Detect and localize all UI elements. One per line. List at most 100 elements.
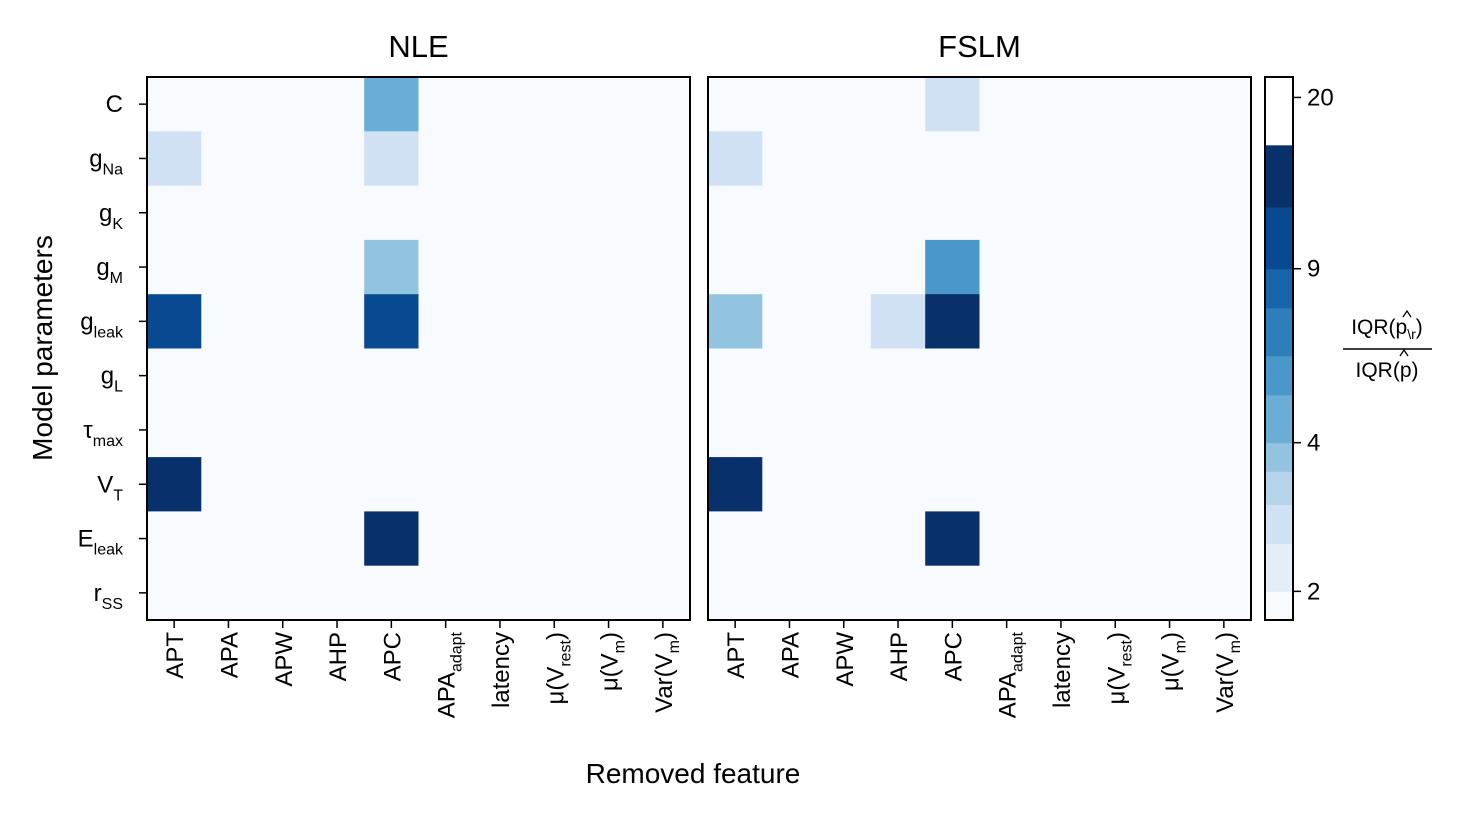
- heatmap-cell: [762, 511, 818, 567]
- x-tick-label: APC: [379, 632, 406, 681]
- heatmap-cell: [1142, 402, 1198, 458]
- heatmap-cell: [870, 348, 926, 404]
- heatmap-cell: [364, 131, 420, 187]
- heatmap-cell: [472, 239, 528, 295]
- heatmap-cell: [635, 348, 691, 404]
- heatmap-cell: [925, 294, 981, 350]
- x-tick-label: Var(Vm): [651, 632, 683, 713]
- heatmap-cell: [527, 294, 582, 350]
- colorbar-segment: [1265, 442, 1293, 472]
- heatmap-cell: [201, 294, 257, 350]
- heatmap-cell: [979, 565, 1035, 621]
- heatmap-cell: [762, 294, 818, 350]
- heatmap-cell: [201, 131, 257, 187]
- heatmap-cell: [979, 185, 1035, 241]
- heatmap-cell: [1196, 402, 1252, 458]
- heatmap-cell: [1033, 239, 1089, 295]
- heatmap-cell: [1142, 131, 1198, 187]
- panels-layer: NLE APT APA APW AHP APC APAadapt latency μ(Vrest…: [78, 29, 1252, 718]
- heatmap-cell: [870, 239, 926, 295]
- heatmap-cell: [1142, 457, 1198, 512]
- heatmap-cell: [581, 457, 637, 512]
- heatmap-cell: [472, 294, 528, 350]
- heatmap-cell: [364, 294, 420, 350]
- heatmap-cell: [816, 77, 872, 132]
- heatmap-cell: [147, 131, 202, 187]
- heatmap-cell: [309, 77, 365, 132]
- colorbar-label-numerator: IQR(p\r): [1351, 316, 1423, 342]
- heatmap-cell: [147, 239, 202, 295]
- heatmap-cell: [762, 239, 818, 295]
- heatmap-cell: [1196, 348, 1252, 404]
- heatmap-cell: [635, 239, 691, 295]
- heatmap-cell: [708, 185, 763, 241]
- heatmap-cell: [581, 239, 637, 295]
- heatmap-cell: [762, 457, 818, 512]
- y-axis-label: Model parameters: [27, 235, 58, 461]
- heatmap-cell: [472, 402, 528, 458]
- heatmap-cell: [1033, 457, 1089, 512]
- heatmap-cell: [708, 239, 763, 295]
- heatmap-cell: [925, 131, 981, 187]
- heatmap-cell: [472, 565, 528, 621]
- y-tick-label: τmax: [83, 417, 123, 450]
- heatmap-cell: [1196, 131, 1252, 187]
- heatmap-cell: [635, 131, 691, 187]
- heatmap-cell: [418, 131, 474, 187]
- heatmap-cell: [364, 348, 420, 404]
- heatmap-cell: [201, 457, 257, 512]
- heatmap-cell: [147, 511, 202, 567]
- heatmap-cell: [1142, 239, 1198, 295]
- heatmap-cell: [870, 565, 926, 621]
- heatmap-cell: [201, 348, 257, 404]
- heatmap-cell: [418, 239, 474, 295]
- y-tick-label: Eleak: [78, 526, 124, 559]
- y-tick-label: gNa: [89, 145, 123, 178]
- heatmap-cell: [472, 131, 528, 187]
- x-tick-label: APAadapt: [434, 631, 466, 718]
- heatmap-cell: [925, 239, 981, 295]
- heatmap-cell: [147, 294, 202, 350]
- heatmap-cell: [925, 457, 981, 512]
- heatmap-cell: [581, 131, 637, 187]
- y-tick-label: gK: [99, 200, 123, 233]
- heatmap-cell: [1196, 511, 1252, 567]
- colorbar: 2 4 9 20 IQR(p\r) IQR(p): [1264, 76, 1432, 621]
- heatmap-cell: [925, 185, 981, 241]
- x-tick-label: APA: [216, 632, 243, 678]
- heatmap-cell: [979, 402, 1035, 458]
- heatmap-cell: [925, 402, 981, 458]
- heatmap-cell: [1033, 348, 1089, 404]
- heatmap-cell: [472, 185, 528, 241]
- heatmap-cell: [870, 511, 926, 567]
- colorbar-segment: [1265, 471, 1293, 505]
- heatmap-cell: [255, 457, 311, 512]
- heatmap-cell: [581, 402, 637, 458]
- heatmap-cell: [1088, 348, 1143, 404]
- heatmap-cell: [870, 294, 926, 350]
- x-tick-label: μ(Vm): [1158, 632, 1190, 691]
- heatmap-cell: [255, 294, 311, 350]
- heatmap-cell: [1142, 511, 1198, 567]
- heatmap-cell: [309, 565, 365, 621]
- heatmap-cell: [708, 511, 763, 567]
- heatmap-cell: [762, 565, 818, 621]
- heatmap-cell: [255, 511, 311, 567]
- heatmap-cell: [309, 402, 365, 458]
- heatmap-cell: [309, 511, 365, 567]
- heatmap-cell: [1088, 185, 1143, 241]
- heatmap-cell: [147, 457, 202, 512]
- heatmap-cell: [979, 131, 1035, 187]
- heatmap-cell: [1088, 77, 1143, 132]
- heatmap-cell: [635, 511, 691, 567]
- heatmap-cell: [418, 185, 474, 241]
- heatmap-cell: [201, 402, 257, 458]
- colorbar-tick-label: 20: [1307, 84, 1334, 111]
- heatmap-cell: [147, 402, 202, 458]
- heatmap-cell: [1088, 402, 1143, 458]
- heatmap-cell: [364, 457, 420, 512]
- heatmap-cell: [762, 402, 818, 458]
- heatmap-cell: [870, 457, 926, 512]
- heatmap-cell: [527, 348, 582, 404]
- heatmap-cell: [979, 511, 1035, 567]
